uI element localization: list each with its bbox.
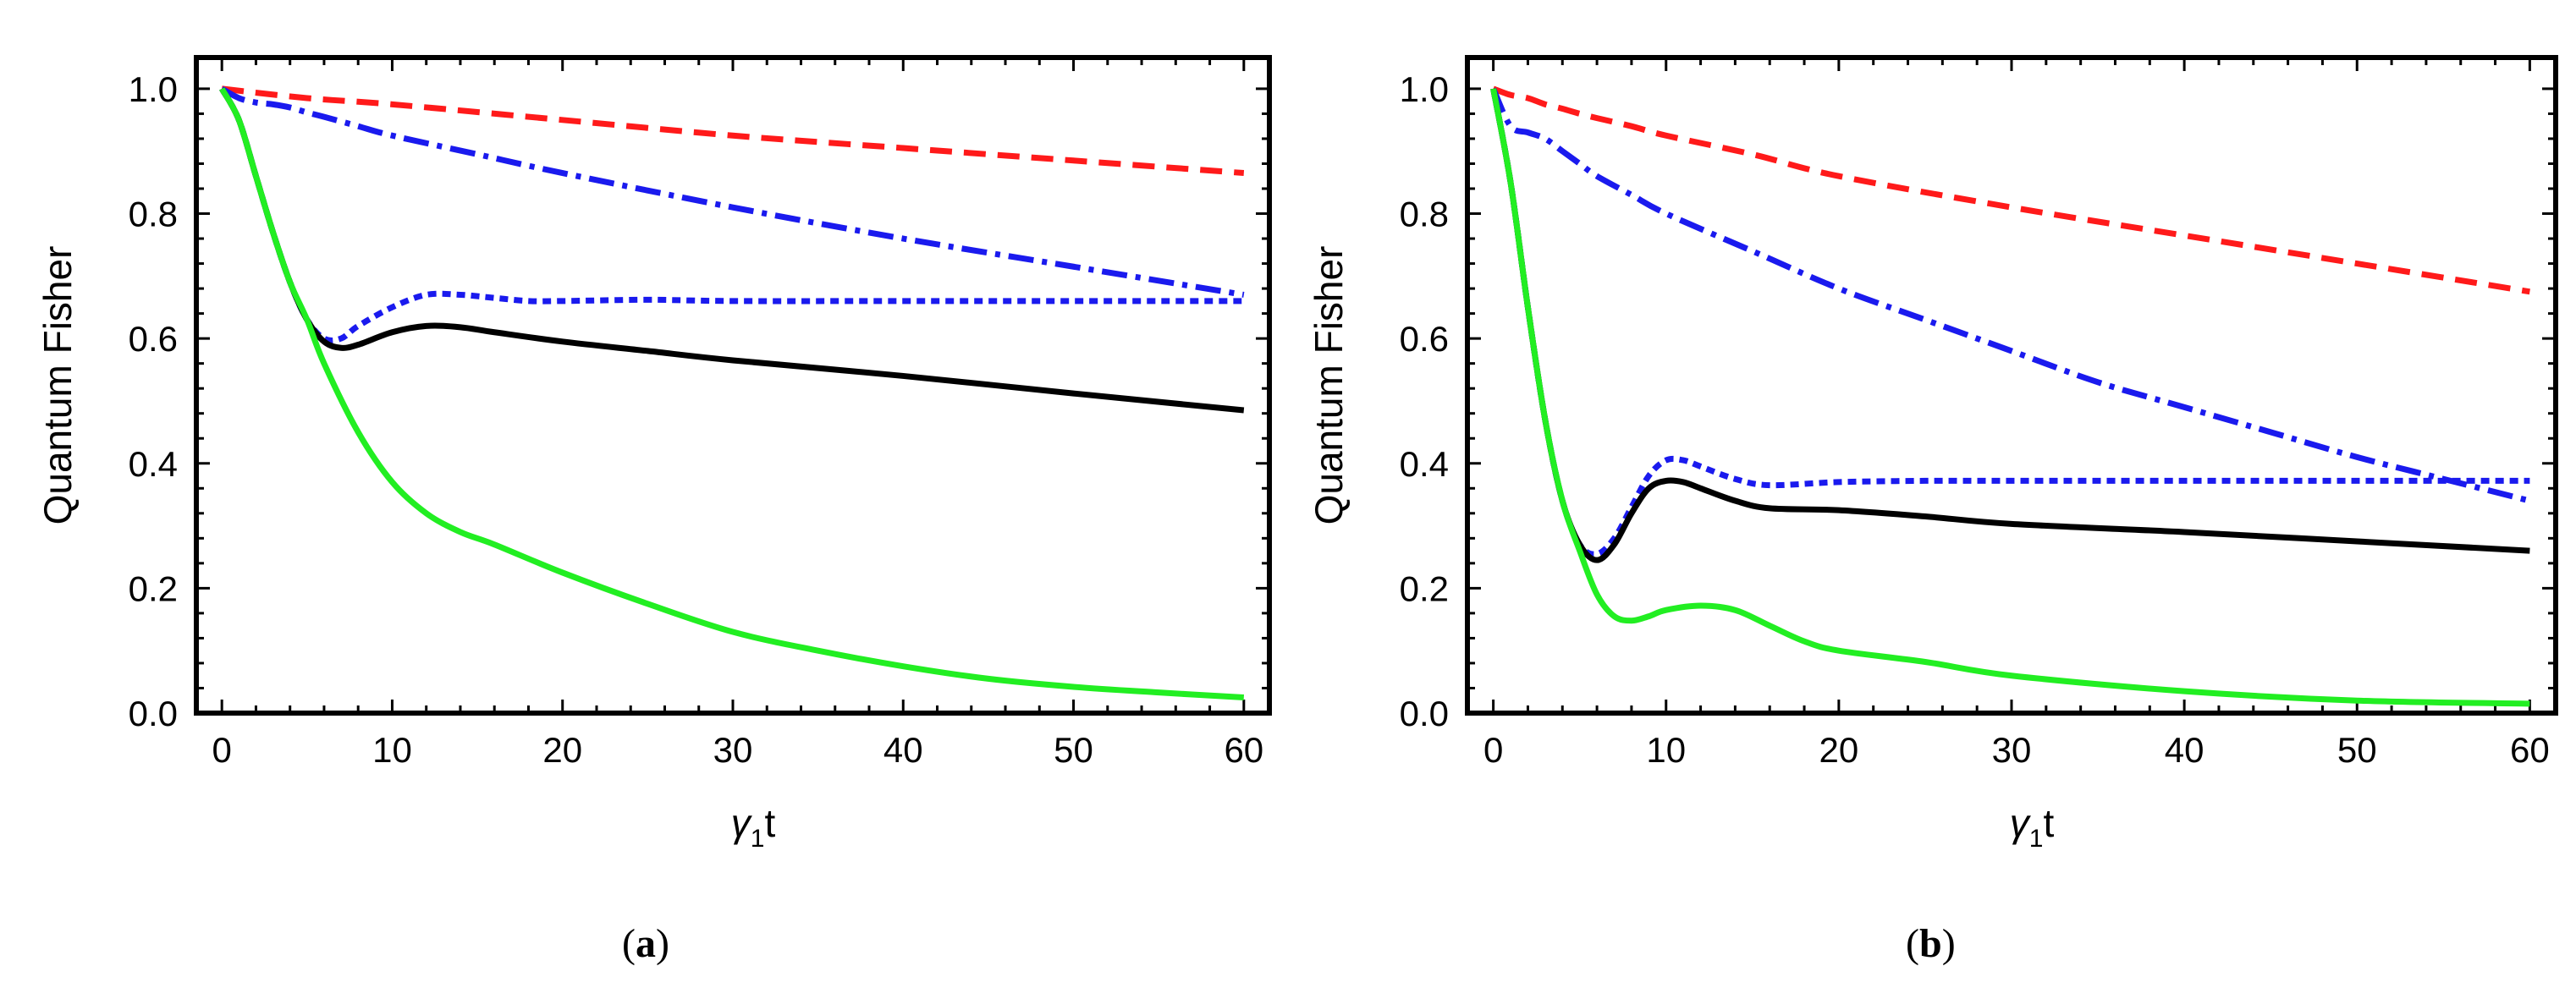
x-tick-label: 30 (713, 730, 753, 770)
x-axis-title-subscript: 1 (751, 825, 765, 853)
x-axis-title: γ1t (2010, 801, 2055, 853)
x-axis-title: γ1t (731, 801, 776, 853)
series-line-blue-dashdot (1490, 87, 2531, 504)
chart-panel-b: 0 10 20 30 40 50 60 0.0 0.2 0.4 0.6 0.8 1.0 Quantum F… (1307, 55, 2558, 853)
x-axis-title-subscript: 1 (2029, 825, 2044, 853)
plot-frame (1465, 55, 2558, 716)
series-line-blue-dashdot (220, 85, 1245, 298)
series-line-black-solid (1490, 88, 2530, 563)
y-axis-title: Quantum Fisher (1307, 246, 1351, 525)
series-line-green-solid (219, 87, 1245, 701)
y-tick-label: 0.8 (1400, 195, 1449, 234)
x-axis-title-suffix: t (764, 801, 775, 845)
x-tick-label: 40 (883, 730, 923, 770)
x-tick-label: 40 (2165, 730, 2204, 770)
x-tick-label: 60 (2510, 730, 2550, 770)
x-tick-label: 60 (1224, 730, 1263, 770)
plot-frame (194, 55, 1272, 716)
y-tick-label: 0.4 (129, 444, 178, 484)
y-tick-label: 0.6 (1400, 319, 1449, 359)
subfigure-label-a: (a) (622, 921, 669, 966)
y-tick-label: 0.2 (129, 568, 178, 608)
series-line-blue-dotted (219, 87, 1244, 343)
series-line-red-dashed (1492, 85, 2530, 295)
y-tick-label: 0.6 (129, 319, 178, 359)
y-axis-title: Quantum Fisher (36, 246, 80, 525)
y-tick-label: 0.0 (129, 694, 178, 733)
series-line-blue-dotted (1490, 88, 2530, 557)
series-line-green-solid (1490, 88, 2530, 707)
x-axis-title-symbol: γ (2010, 801, 2032, 845)
x-tick-label: 0 (212, 730, 232, 770)
y-tick-label: 0.0 (1400, 694, 1449, 733)
series-group (219, 85, 1245, 701)
y-tick-label: 0.4 (1400, 444, 1449, 484)
y-tick-label: 0.2 (1400, 568, 1449, 608)
x-tick-label: 20 (542, 730, 582, 770)
x-tick-label: 50 (1054, 730, 1093, 770)
x-axis-title-symbol: γ (731, 801, 753, 845)
x-tick-label: 0 (1483, 730, 1503, 770)
x-tick-label: 30 (1992, 730, 2032, 770)
x-tick-label: 20 (1819, 730, 1859, 770)
subfigure-label-b: (b) (1906, 921, 1956, 966)
x-axis-title-suffix: t (2043, 801, 2054, 845)
x-tick-label: 10 (1646, 730, 1686, 770)
y-tick-label: 0.8 (129, 195, 178, 234)
series-group (1490, 85, 2531, 707)
chart-panel-a: 0 10 20 30 40 50 60 0.0 0.2 0.4 0.6 0.8 1.0 Quantum F… (36, 55, 1272, 853)
x-tick-label: 10 (372, 730, 412, 770)
x-tick-label: 50 (2337, 730, 2377, 770)
y-tick-label: 1.0 (129, 69, 178, 109)
series-line-red-dashed (221, 85, 1245, 177)
y-tick-label: 1.0 (1400, 69, 1449, 109)
